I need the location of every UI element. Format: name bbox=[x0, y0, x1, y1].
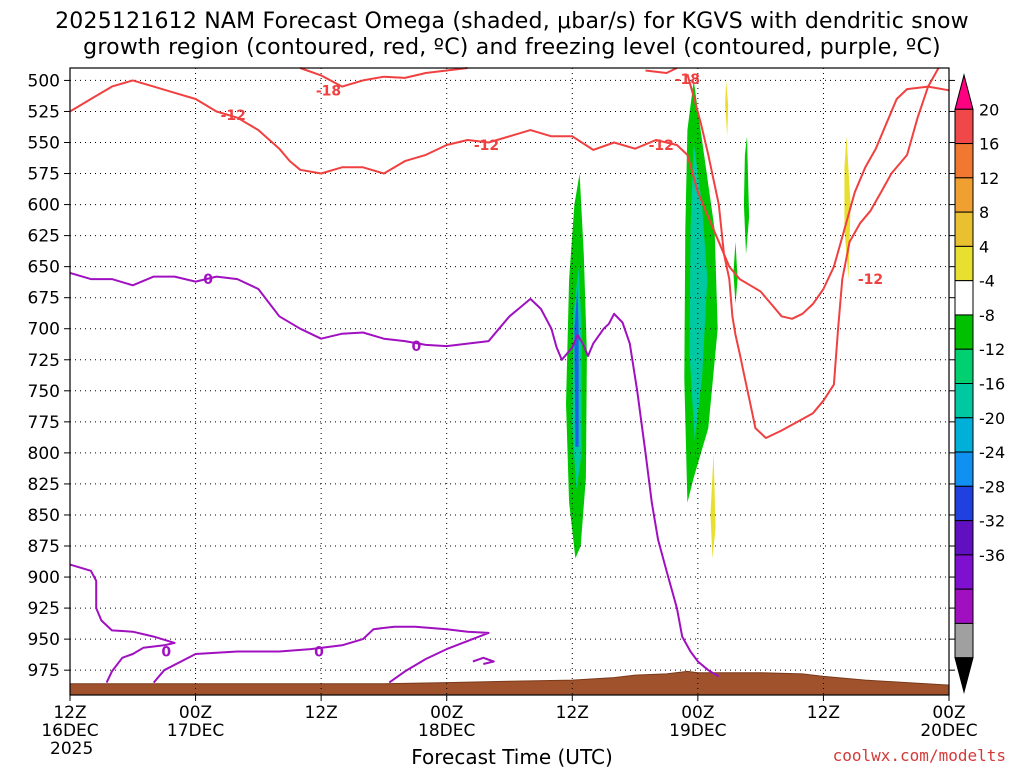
contour-dgz_-18b bbox=[645, 67, 678, 74]
colorbar-swatch-16 bbox=[954, 622, 974, 659]
contour-dgz_-12_lower bbox=[686, 67, 940, 439]
x-tick-label-36-1: 18DEC bbox=[418, 721, 475, 741]
contour-label-3: -12 bbox=[858, 272, 883, 288]
colorbar-swatch-10 bbox=[954, 417, 974, 453]
terrain-surface bbox=[69, 670, 950, 696]
y-tick-label-625: 625 bbox=[28, 227, 60, 247]
colorbar-swatch-12 bbox=[954, 485, 974, 522]
colorbar-swatch-14 bbox=[954, 554, 974, 590]
contour-label-2: -12 bbox=[649, 138, 674, 154]
omega-region-G bbox=[710, 452, 716, 559]
colorbar-swatch-2 bbox=[954, 143, 974, 179]
x-tick-label-60-1: 19DEC bbox=[669, 721, 726, 741]
y-tick-label-975: 975 bbox=[28, 661, 60, 681]
omega-region-C bbox=[725, 80, 729, 137]
y-tick-label-925: 925 bbox=[28, 599, 60, 619]
x-tick-label-12-1: 17DEC bbox=[167, 721, 224, 741]
contour-dgz_-12_upper bbox=[69, 79, 950, 320]
contour-label-5: -18 bbox=[675, 72, 700, 88]
x-tick-label-36-0: 00Z bbox=[430, 703, 463, 723]
x-tick-label-0-2: 2025 bbox=[50, 739, 93, 759]
colorbar-swatch-13 bbox=[954, 520, 974, 556]
colorbar-label-10: -24 bbox=[979, 443, 1005, 462]
colorbar-swatch-5 bbox=[954, 245, 974, 282]
contour-frz_0_blip bbox=[472, 656, 495, 665]
omega-region-D bbox=[743, 136, 750, 255]
contour-label-8: 0 bbox=[161, 645, 171, 661]
x-tick-label-0-0: 12Z bbox=[53, 703, 86, 723]
colorbar-swatch-9 bbox=[954, 383, 974, 419]
omega-region-A3 bbox=[574, 285, 579, 447]
x-tick-label-84-1: 20DEC bbox=[920, 721, 977, 741]
y-tick-label-850: 850 bbox=[28, 506, 60, 526]
colorbar-top-triangle bbox=[954, 73, 974, 110]
y-tick-label-800: 800 bbox=[28, 444, 60, 464]
y-tick-label-950: 950 bbox=[28, 630, 60, 650]
plot-frame bbox=[69, 67, 950, 696]
x-tick-label-48-0: 12Z bbox=[556, 703, 589, 723]
y-tick-label-750: 750 bbox=[28, 382, 60, 402]
x-tick-label-12-0: 00Z bbox=[179, 703, 212, 723]
colorbar-label-5: -4 bbox=[979, 272, 995, 291]
y-tick-label-525: 525 bbox=[28, 102, 60, 122]
colorbar-label-11: -28 bbox=[979, 477, 1005, 496]
colorbar-swatch-4 bbox=[954, 211, 974, 247]
y-tick-label-700: 700 bbox=[28, 320, 60, 340]
y-tick-label-875: 875 bbox=[28, 537, 60, 557]
y-tick-label-775: 775 bbox=[28, 413, 60, 433]
colorbar-label-4: 4 bbox=[979, 237, 989, 256]
x-tick-label-72-0: 12Z bbox=[807, 703, 840, 723]
colorbar-label-1: 16 bbox=[979, 135, 999, 154]
colorbar-label-12: -32 bbox=[979, 512, 1005, 531]
colorbar-label-7: -12 bbox=[979, 340, 1005, 359]
y-tick-label-825: 825 bbox=[28, 475, 60, 495]
x-tick-label-84-0: 00Z bbox=[932, 703, 965, 723]
contour-label-7: 0 bbox=[411, 339, 421, 355]
colorbar-swatch-8 bbox=[954, 348, 974, 385]
y-tick-label-725: 725 bbox=[28, 351, 60, 371]
contour-label-0: -12 bbox=[221, 108, 246, 124]
contour-frz_0_upper bbox=[69, 271, 720, 678]
colorbar-label-8: -16 bbox=[979, 375, 1005, 394]
y-tick-label-600: 600 bbox=[28, 196, 60, 216]
colorbar-swatch-3 bbox=[954, 177, 974, 213]
colorbar-label-13: -36 bbox=[979, 546, 1005, 565]
x-tick-label-24-0: 12Z bbox=[305, 703, 338, 723]
colorbar-swatch-1 bbox=[954, 108, 974, 145]
y-tick-label-675: 675 bbox=[28, 289, 60, 309]
colorbar-label-9: -20 bbox=[979, 409, 1005, 428]
x-axis-title: Forecast Time (UTC) bbox=[411, 745, 613, 769]
contour-dgz_-18 bbox=[299, 67, 468, 88]
x-tick-label-60-0: 00Z bbox=[681, 703, 714, 723]
contour-label-6: 0 bbox=[203, 272, 213, 288]
colorbar-swatch-15 bbox=[954, 588, 974, 624]
y-tick-label-650: 650 bbox=[28, 258, 60, 278]
colorbar-label-2: 12 bbox=[979, 169, 999, 188]
source-credit: coolwx.com/modelts bbox=[832, 746, 1006, 765]
contour-frz_0_loop bbox=[152, 625, 490, 684]
colorbar-swatch-7 bbox=[954, 314, 974, 350]
chart-title-line2: growth region (contoured, red, ºC) and f… bbox=[83, 35, 941, 60]
y-tick-label-550: 550 bbox=[28, 133, 60, 153]
y-tick-label-900: 900 bbox=[28, 568, 60, 588]
contour-label-1: -12 bbox=[474, 138, 499, 154]
contour-frz_0_lower bbox=[69, 563, 176, 684]
colorbar-bottom-triangle bbox=[954, 657, 974, 694]
colorbar-swatch-11 bbox=[954, 451, 974, 487]
chart-title-line1: 2025121612 NAM Forecast Omega (shaded, μ… bbox=[55, 9, 969, 34]
contour-label-9: 0 bbox=[314, 645, 324, 661]
colorbar-swatch-6 bbox=[954, 280, 974, 316]
y-tick-label-500: 500 bbox=[28, 71, 60, 91]
colorbar-label-6: -8 bbox=[979, 306, 995, 325]
colorbar-label-3: 8 bbox=[979, 203, 989, 222]
colorbar-label-0: 20 bbox=[979, 100, 999, 119]
omega-region-B2 bbox=[689, 142, 708, 441]
contour-label-4: -18 bbox=[316, 83, 341, 99]
y-tick-label-575: 575 bbox=[28, 165, 60, 185]
x-tick-label-0-1: 16DEC bbox=[41, 721, 98, 741]
